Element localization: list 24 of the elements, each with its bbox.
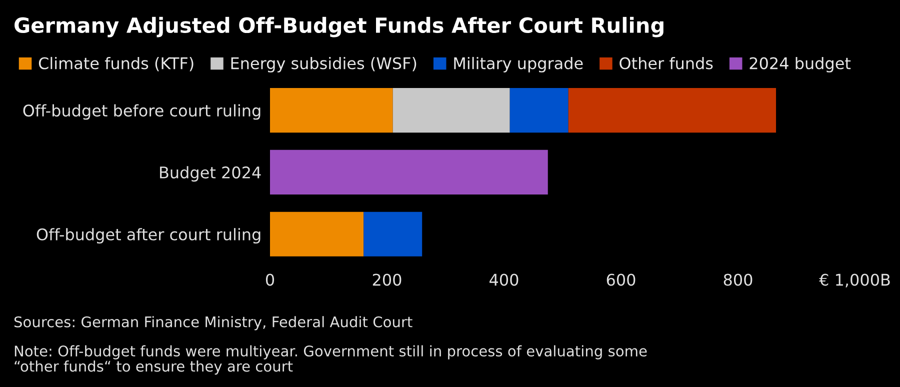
legend-label: Military upgrade [454, 56, 583, 72]
bar [392, 88, 510, 133]
bar [270, 212, 364, 256]
bar [270, 88, 393, 133]
legend-label: Climate funds (KTF) [38, 56, 194, 72]
y-tick-label: Off-budget before court ruling [23, 104, 260, 120]
text: Note: Off-budget funds were multiyear. Government still in process of evaluating some “other funds“ to ensure they are court [14, 345, 647, 375]
x-tick-label: 0 [266, 274, 274, 286]
legend-label: Other funds [620, 56, 713, 70]
source-note: Sources: German Finance Ministry, Federal Audit Court [14, 316, 412, 330]
legend-label: Energy subsidies (WSF) [231, 56, 416, 72]
legend-label: 2024 budget [750, 56, 851, 72]
chart-title: Germany Adjusted Off-Budget Funds After Court Ruling [14, 16, 664, 38]
x-tick-label: 600 [606, 274, 636, 286]
y-tick-label: Budget 2024 [160, 166, 261, 182]
bar [510, 88, 568, 133]
x-tick-label: 400 [490, 274, 518, 286]
x-tick-label: 800 [724, 274, 752, 286]
y-tick-label: Off-budget after court ruling [36, 228, 260, 244]
x-tick-label: 200 [372, 274, 402, 286]
bar [270, 150, 548, 195]
bar [364, 212, 422, 256]
bar [568, 88, 776, 133]
x-tick-label: € 1,000B [819, 274, 890, 288]
